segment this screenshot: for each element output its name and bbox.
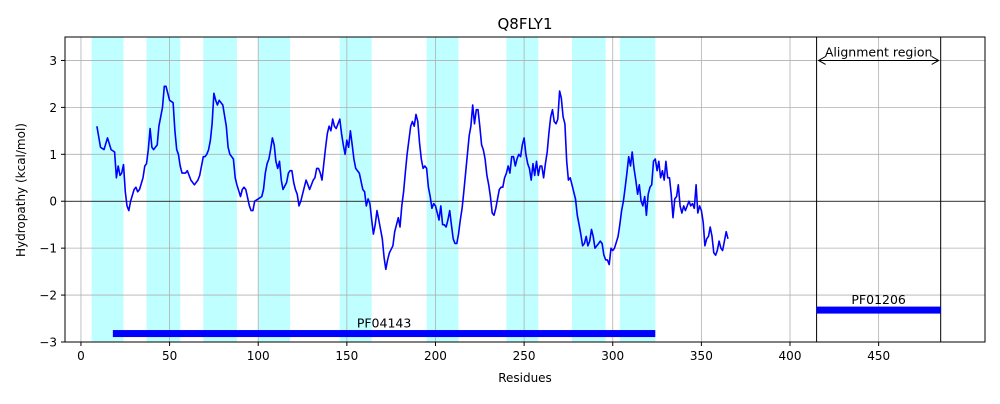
hydropathy-line: [96, 85, 729, 271]
y-tick-label: 0: [49, 195, 57, 209]
chart-title: Q8FLY1: [497, 15, 552, 33]
transmembrane-band: [571, 37, 606, 342]
y-tick-label: 1: [49, 148, 57, 162]
transmembrane-band: [426, 37, 459, 342]
x-axis-label: Residues: [498, 371, 552, 385]
x-tick-label: 400: [779, 349, 802, 363]
domain-label: PF04143: [357, 316, 412, 331]
transmembrane-band: [91, 37, 124, 342]
y-tick-label: −2: [39, 289, 57, 303]
transmembrane-band: [146, 37, 181, 342]
x-tick-label: 50: [162, 349, 177, 363]
x-tick-label: 150: [335, 349, 358, 363]
transmembrane-band: [203, 37, 237, 342]
axis-ticks: 0 50 100 150 200 250 300 350 400 450 −3 −2 −1 0 1 2 3: [39, 54, 890, 363]
alignment-arrow-right-head: [931, 56, 940, 65]
transmembrane-band: [339, 37, 372, 342]
hydropathy-series: [96, 85, 729, 271]
x-tick-label: 200: [424, 349, 447, 363]
x-tick-label: 300: [601, 349, 624, 363]
plot-frame: [64, 36, 986, 343]
y-tick-label: 2: [49, 101, 57, 115]
domain-bar: [112, 330, 656, 338]
y-axis-label: Hydropathy (kcal/mol): [14, 123, 28, 257]
alignment-region: Alignment region: [816, 37, 942, 342]
y-tick-label: 3: [49, 54, 57, 68]
alignment-arrow-left-head: [817, 56, 826, 65]
alignment-region-label: Alignment region: [825, 44, 933, 59]
y-tick-label: −3: [39, 336, 57, 350]
y-tick-label: −1: [39, 242, 57, 256]
x-tick-label: 250: [513, 349, 536, 363]
x-tick-label: 350: [690, 349, 713, 363]
domain-bars: PF04143 PF01206: [112, 292, 941, 338]
domain-bar: [816, 306, 941, 314]
x-tick-label: 0: [77, 349, 85, 363]
domain-label: PF01206: [851, 292, 906, 307]
x-tick-label: 100: [247, 349, 270, 363]
x-tick-label: 450: [867, 349, 890, 363]
transmembrane-band: [506, 37, 539, 342]
